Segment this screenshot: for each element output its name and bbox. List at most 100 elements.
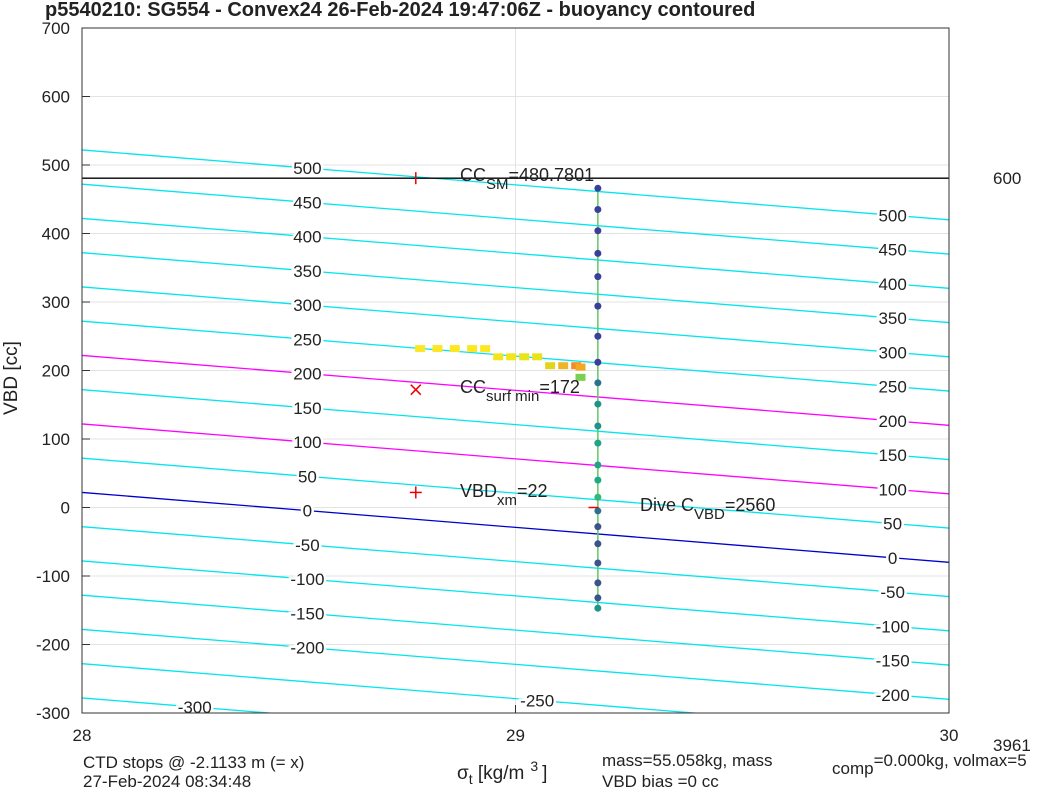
- contour-label: 350: [878, 309, 906, 328]
- data-point: [532, 353, 543, 361]
- contour-label: 150: [293, 399, 321, 418]
- contour-label: 450: [878, 241, 906, 260]
- footer-text: VBD bias =0 cc: [602, 772, 719, 790]
- annotation-text: VBD: [460, 481, 497, 501]
- annotation: VBDxm=22: [460, 481, 548, 509]
- contour-label: -150: [876, 652, 910, 671]
- marker: [410, 384, 422, 396]
- contour-label: -100: [290, 570, 324, 589]
- contour-label: 50: [883, 515, 902, 534]
- annotation: CCSM=480.7801: [460, 165, 594, 193]
- data-point: [594, 594, 602, 602]
- annotation-sub: xm: [497, 492, 517, 509]
- contour-line: [82, 628, 949, 700]
- contour-line: [82, 491, 949, 563]
- contour-label: -300: [178, 698, 212, 717]
- data-point: [594, 507, 602, 515]
- x-tick-label: 28: [73, 726, 92, 745]
- data-point: [449, 345, 460, 353]
- contour-label: 0: [888, 549, 897, 568]
- data-point: [594, 523, 602, 531]
- contour-label: -100: [876, 617, 910, 636]
- contour-label: 400: [878, 275, 906, 294]
- y-tick-label: 400: [42, 225, 70, 244]
- data-point: [493, 353, 504, 361]
- data-point: [506, 353, 517, 361]
- contour-line: [82, 423, 949, 495]
- contour-label: -200: [876, 686, 910, 705]
- contour-label: -200: [290, 639, 324, 658]
- contour-line: [82, 594, 949, 666]
- y-tick-label: 0: [61, 499, 70, 518]
- contour-line: [82, 252, 949, 324]
- contour-label: 300: [878, 343, 906, 362]
- data-point: [594, 540, 602, 548]
- data-point: [594, 302, 602, 310]
- contour-label: 0: [303, 502, 312, 521]
- data-point: [594, 273, 602, 281]
- contour-label: 350: [293, 262, 321, 281]
- data-point: [545, 362, 556, 370]
- data-point: [594, 604, 602, 612]
- y-tick-label: 600: [42, 88, 70, 107]
- y-tick-label: 300: [42, 293, 70, 312]
- data-point: [594, 249, 602, 257]
- contour-label: 200: [878, 412, 906, 431]
- contour-label: -150: [290, 604, 324, 623]
- data-point: [594, 422, 602, 430]
- contour-label: -250: [520, 691, 554, 710]
- contour-label: 250: [878, 378, 906, 397]
- contour-line: [82, 457, 949, 529]
- y-tick-label: 500: [42, 156, 70, 175]
- annotation-sub: surf min: [486, 388, 539, 405]
- data-point: [575, 363, 586, 371]
- contour-line: [82, 354, 949, 426]
- y-tick-label: 100: [42, 430, 70, 449]
- data-point: [594, 227, 602, 235]
- contour-label: 250: [293, 330, 321, 349]
- y-axis-label: VBD [cc]: [1, 341, 22, 415]
- annotation-sub: VBD: [694, 506, 725, 523]
- contour-label: 300: [293, 296, 321, 315]
- marker-stroke: [410, 384, 422, 396]
- annotation: Dive CVBD=2560: [640, 495, 775, 523]
- contour-label: 100: [293, 433, 321, 452]
- reference-label: 600: [993, 169, 1021, 188]
- marker: [409, 486, 422, 499]
- data-point: [594, 206, 602, 214]
- data-point: [594, 461, 602, 469]
- x-tick-label: 30: [940, 726, 959, 745]
- x-tick-label: 29: [506, 726, 525, 745]
- y-tick-label: 700: [42, 19, 70, 38]
- data-point: [594, 476, 602, 484]
- annotation-rest: =172: [539, 377, 580, 397]
- data-point: [594, 379, 602, 387]
- data-point: [594, 400, 602, 408]
- y-tick-label: -200: [36, 636, 70, 655]
- contour-label: 500: [293, 159, 321, 178]
- plot-frame: [81, 27, 950, 714]
- data-point: [575, 373, 586, 381]
- annotation-sub: SM: [486, 176, 509, 193]
- contour-label: 200: [293, 365, 321, 384]
- contour-line: [82, 183, 949, 255]
- contour-label: 500: [878, 206, 906, 225]
- data-point: [594, 358, 602, 366]
- contour-line: [82, 526, 949, 598]
- data-point: [594, 439, 602, 447]
- data-point: [558, 362, 569, 370]
- annotation-rest: =22: [517, 481, 548, 501]
- footer-text: CTD stops @ -2.1133 m (= x): [83, 753, 304, 772]
- data-point: [432, 345, 443, 353]
- footer-text: 27-Feb-2024 08:34:48: [83, 772, 251, 790]
- footer-text: mass=55.058kg, mass comp=0.000kg, volmax=…: [602, 751, 1027, 778]
- y-tick-label: 200: [42, 362, 70, 381]
- contour-line: [82, 286, 949, 358]
- contour-line: [82, 149, 949, 221]
- contour-label: 400: [293, 228, 321, 247]
- data-point: [480, 345, 491, 353]
- annotation-text: Dive C: [640, 495, 694, 515]
- footer-text: 3961: [993, 736, 1031, 755]
- data-point: [594, 579, 602, 587]
